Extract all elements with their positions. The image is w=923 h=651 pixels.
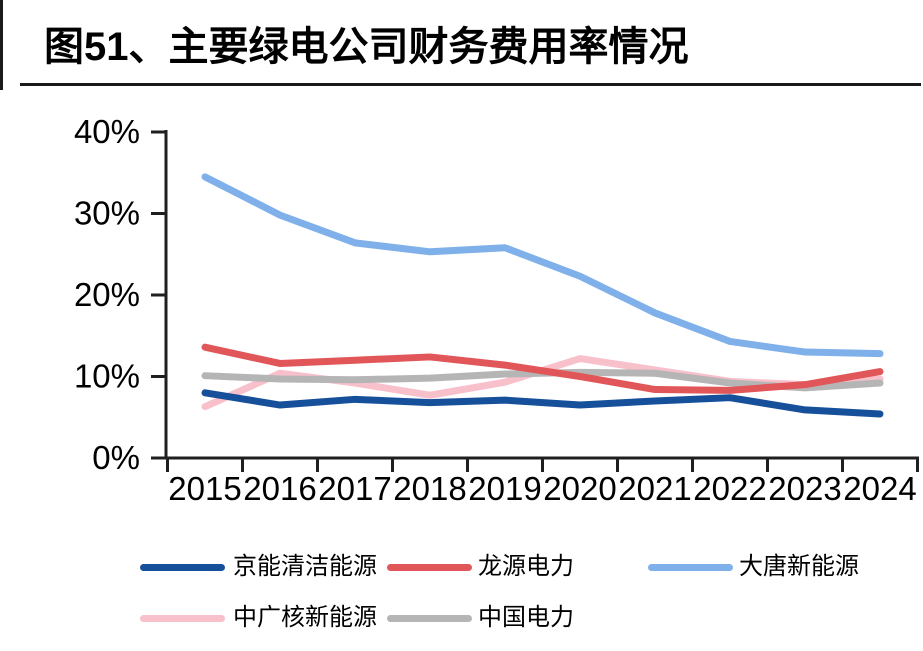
- series-line-1: [201, 343, 884, 394]
- legend-swatch: [387, 614, 472, 622]
- series-line-2: [201, 173, 884, 358]
- legend-swatch: [140, 614, 225, 622]
- legend-label: 中国电力: [478, 604, 574, 631]
- x-tick-label: 2024: [843, 470, 916, 507]
- x-tick-label: 2017: [318, 470, 391, 507]
- title-left-border: [0, 0, 3, 90]
- legend-label: 大唐新能源: [739, 553, 859, 580]
- legend-label: 京能清洁能源: [233, 553, 377, 580]
- y-tick-label: 30%: [74, 195, 140, 232]
- x-tick-label: 2018: [393, 470, 466, 507]
- legend-label: 中广核新能源: [233, 604, 377, 631]
- legend-swatch: [648, 563, 733, 571]
- y-tick-label: 10%: [74, 358, 140, 395]
- legend-swatch: [387, 563, 472, 571]
- title-divider: [20, 83, 921, 86]
- x-tick-label: 2023: [768, 470, 841, 507]
- x-tick-label: 2019: [468, 470, 541, 507]
- x-tick-label: 2020: [543, 470, 616, 507]
- x-tick-label: 2021: [618, 470, 691, 507]
- x-tick-label: 2022: [693, 470, 766, 507]
- x-tick-label: 2015: [168, 470, 241, 507]
- x-tick-label: 2016: [243, 470, 316, 507]
- legend-label: 龙源电力: [478, 553, 574, 580]
- y-tick-label: 20%: [74, 276, 140, 313]
- legend-swatch: [140, 563, 225, 571]
- y-tick-label: 0%: [92, 439, 140, 476]
- figure-title: 图51、主要绿电公司财务费用率情况: [44, 25, 689, 69]
- y-tick-label: 40%: [74, 113, 140, 150]
- series-line-0: [201, 389, 884, 418]
